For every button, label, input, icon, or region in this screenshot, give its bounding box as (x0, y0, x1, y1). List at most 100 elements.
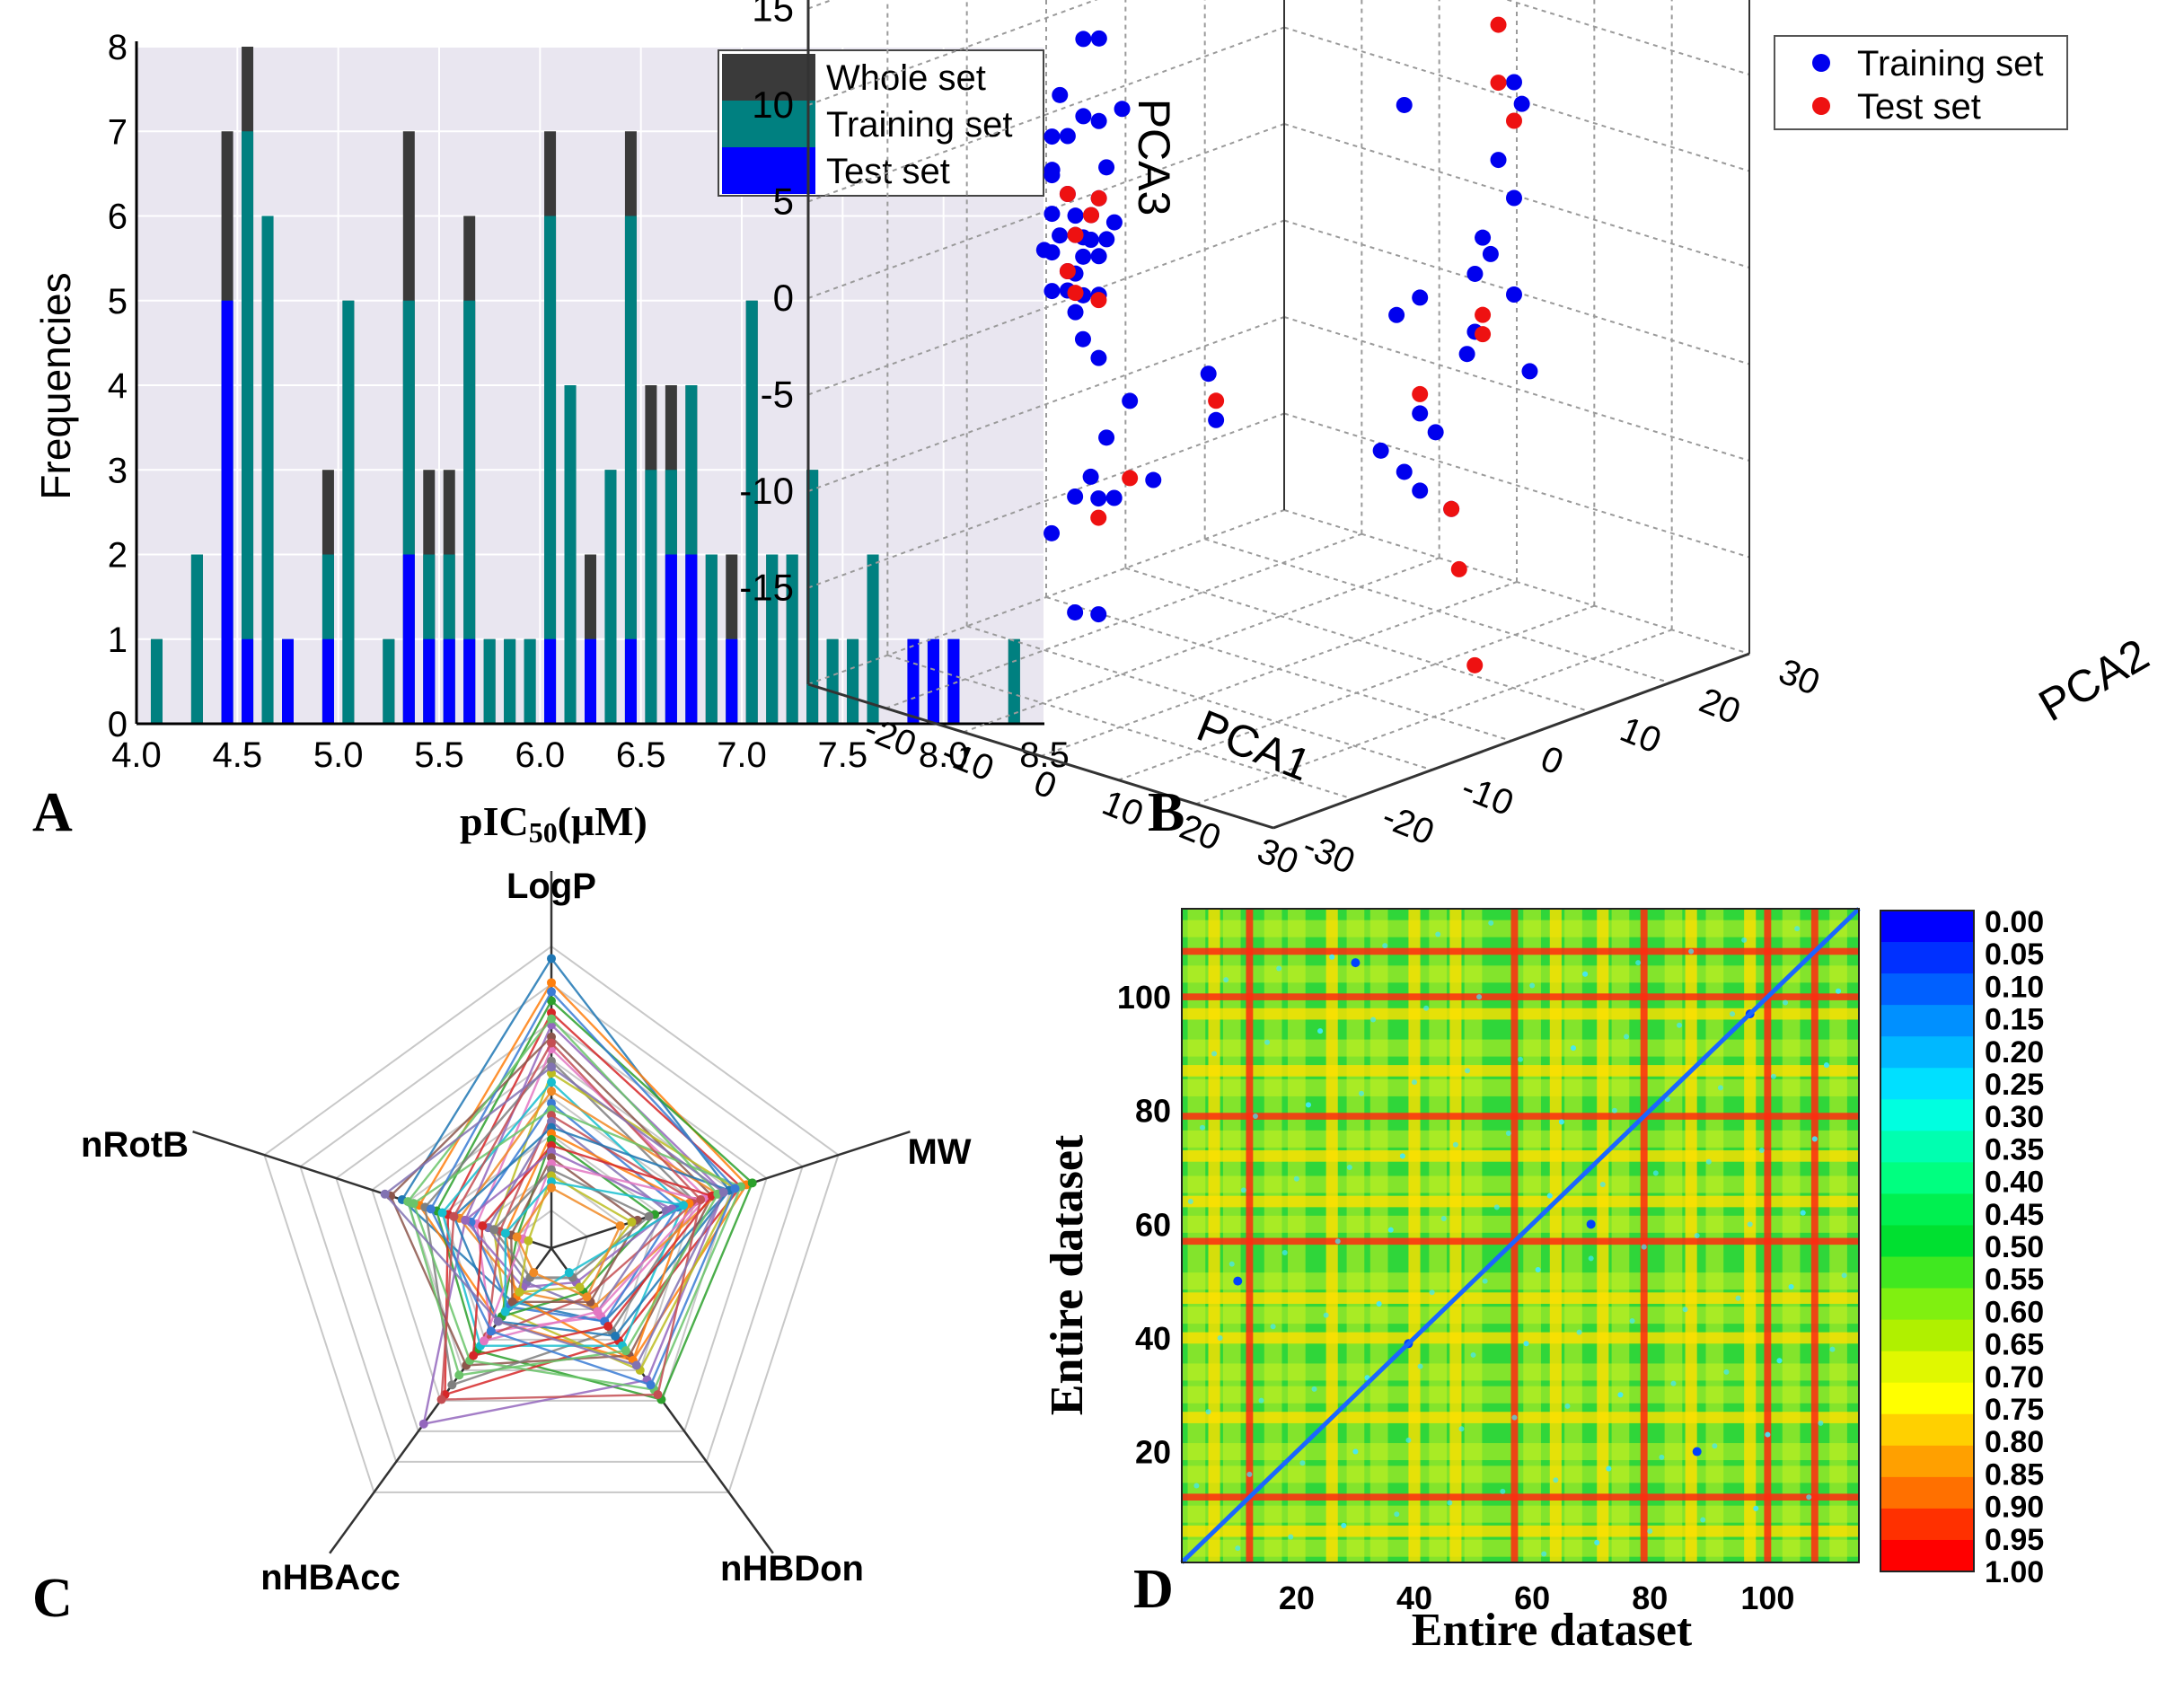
radar-point (493, 1316, 503, 1326)
xlabel-subscript: 50 (529, 816, 558, 849)
radar-point (512, 1232, 522, 1242)
radar-series-line (418, 981, 748, 1362)
bar-test-set (221, 300, 233, 724)
legend-swatch (722, 147, 815, 194)
radar-point (437, 1208, 447, 1218)
heatmap-speckle (1829, 1346, 1836, 1352)
point-training-set (1075, 108, 1092, 125)
heatmap-speckle (1246, 1471, 1253, 1477)
point-training-set (1412, 289, 1429, 306)
heatmap-speckle (1217, 1334, 1223, 1341)
point-training-set (1067, 207, 1084, 224)
radar-point (644, 1211, 654, 1221)
radar-point (380, 1189, 390, 1199)
heatmap-speckle (1470, 1351, 1476, 1358)
radar-point (447, 1380, 457, 1390)
radar-point (603, 1321, 613, 1331)
heatmap-low-point (1586, 1219, 1596, 1229)
point-test-set (1466, 656, 1484, 673)
radar-point (418, 1419, 428, 1429)
point-test-set (1490, 75, 1507, 92)
radar-point (454, 1370, 464, 1380)
y-tick-label: -20 (1377, 796, 1440, 852)
point-test-set (1506, 112, 1522, 129)
heatmap-speckle (1352, 1448, 1359, 1455)
heatmap-speckle (1411, 1079, 1417, 1086)
heatmap-speckle (1394, 1511, 1400, 1518)
radar-point (611, 1331, 621, 1341)
point-test-set (1059, 263, 1076, 279)
point-test-set (1090, 189, 1107, 207)
grid-line (1045, 596, 1512, 742)
point-training-set (1396, 463, 1413, 480)
heatmap-speckle (1276, 965, 1282, 972)
grid-line (807, 0, 1098, 106)
heatmap-speckle (1617, 1392, 1624, 1398)
heatmap-speckle (1447, 1500, 1453, 1506)
bar-test-set (544, 638, 557, 724)
heatmap-hot-line (1810, 909, 1819, 1562)
radar-series-line (383, 1065, 726, 1367)
heatmap-hot-line (1246, 909, 1254, 1562)
panel-letter-c: C (32, 1568, 73, 1629)
bar-test-set (624, 638, 637, 724)
heatmap-speckle (1723, 1369, 1730, 1375)
heatmap-speckle (1677, 1022, 1683, 1028)
radar-point (547, 954, 556, 964)
radar-point (478, 1221, 488, 1231)
heatmap-band (1182, 1539, 1859, 1557)
heatmap-band (1182, 1363, 1859, 1381)
point-training-set (1090, 248, 1107, 265)
colorbar-tick-label: 0.85 (1985, 1457, 2044, 1492)
point-test-set (1490, 16, 1507, 33)
heatmap-speckle (1376, 1300, 1382, 1307)
heatmap-speckle (1252, 1113, 1258, 1120)
point-training-set (1506, 189, 1522, 207)
panel-letter-b: B (1148, 782, 1184, 843)
bar-test-set (685, 554, 698, 724)
point-training-set (1044, 167, 1061, 184)
scatter3d-z-axis-label: PCA3 (1129, 99, 1179, 216)
heatmap-hot-line (1182, 993, 1859, 1000)
heatmap-speckle (1611, 1107, 1617, 1113)
legend-label: Training set (826, 105, 1013, 145)
heatmap-speckle (1281, 1249, 1288, 1255)
y-tick-label: 0 (1536, 739, 1569, 783)
heatmap-speckle (1387, 1227, 1394, 1233)
point-training-set (1082, 468, 1099, 485)
heatmap-band (1369, 909, 1388, 1562)
radar-point (730, 1184, 740, 1193)
radar-point (646, 1380, 656, 1390)
radar-series-line (500, 1138, 656, 1318)
heatmap-speckle (1505, 1131, 1511, 1137)
colorbar-tick-label: 0.90 (1985, 1491, 2044, 1525)
heatmap-speckle (1553, 1477, 1559, 1483)
heatmap-speckle (1806, 1494, 1812, 1501)
heatmap-band (1182, 1215, 1859, 1233)
bar-test-set (282, 638, 294, 724)
heatmap-speckle (1258, 1397, 1264, 1404)
histogram-x-axis-label: pIC50(μM) (460, 798, 647, 849)
radar-point (621, 1346, 630, 1356)
heatmap-speckle (1700, 1517, 1706, 1523)
point-test-set (1059, 186, 1076, 202)
colorbar-tick-label: 0.20 (1985, 1035, 2044, 1069)
y-tick-label: 8 (108, 28, 128, 67)
heatmap-speckle (1606, 1465, 1612, 1472)
scatter3d-y-axis-label: PCA2 (2030, 629, 2157, 731)
bar-training-set (261, 216, 274, 724)
point-test-set (1412, 385, 1429, 402)
colorbar-tick-label: 0.95 (1985, 1523, 2044, 1557)
heatmap-speckle (1794, 926, 1801, 932)
heatmap-speckle (1323, 1312, 1329, 1318)
heatmap-band (1182, 965, 1859, 983)
radar-point (593, 1307, 603, 1316)
radar-point (500, 1228, 510, 1238)
heatmap-speckle (1193, 1483, 1200, 1489)
heatmap-speckle (1346, 1165, 1352, 1171)
grid-line (1125, 567, 1591, 713)
point-training-set (1044, 283, 1061, 300)
colorbar-segment (1880, 1476, 1974, 1509)
